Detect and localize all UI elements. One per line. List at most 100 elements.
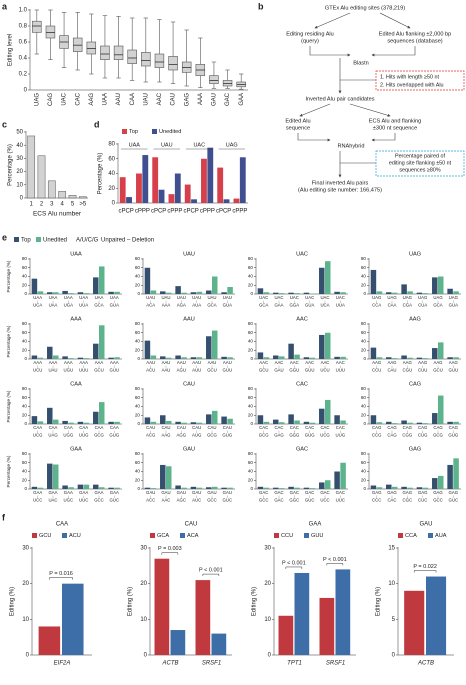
x-tick-label: TPT1 xyxy=(287,661,302,667)
legend-label: CCA xyxy=(405,533,417,539)
box xyxy=(113,45,124,60)
partner-label: GGG xyxy=(289,433,300,438)
partner-label: GAU xyxy=(274,368,283,373)
legend-label: ACU xyxy=(69,533,81,539)
x-tick-label: GAU xyxy=(223,490,232,495)
bar xyxy=(340,292,346,294)
panel-label: a xyxy=(2,1,8,11)
y-tick-label: 20 xyxy=(248,477,254,482)
partner-label: GUG xyxy=(305,433,315,438)
box xyxy=(100,45,110,60)
filter-text: sequences ≥80% xyxy=(399,167,441,173)
y-axis-label: Percentage (%) xyxy=(98,153,104,195)
p-bracket xyxy=(285,566,303,569)
node: ±300 nt sequence xyxy=(373,125,417,131)
y-tick-label: 40 xyxy=(16,143,23,149)
x-tick-label: AAG xyxy=(433,360,443,365)
x-tick-label: CAC xyxy=(320,425,329,430)
y-tick-label: 1.0 xyxy=(19,8,28,14)
partner-label: ACA xyxy=(146,303,155,308)
x-tick-label: UAG xyxy=(387,295,397,300)
bar xyxy=(263,421,270,424)
x-tick-label: ACTB xyxy=(417,661,434,667)
y-tick-label: 20 xyxy=(248,347,254,352)
bar xyxy=(136,173,142,203)
bar xyxy=(206,290,212,294)
partner-label: AGA xyxy=(177,303,186,308)
bar xyxy=(58,191,67,199)
p-value: P = 0.022 xyxy=(413,564,437,570)
y-tick-label: 0 xyxy=(24,486,27,491)
x-tick-label: UAU xyxy=(143,93,149,106)
y-tick-label: 0 xyxy=(250,291,253,296)
x-tick-label: AAG xyxy=(449,360,459,365)
bar xyxy=(273,355,279,359)
bar xyxy=(438,475,444,489)
bar xyxy=(334,291,340,294)
partner-label: GUG xyxy=(222,433,232,438)
bar xyxy=(62,583,84,655)
x-tick-label: cPCP xyxy=(183,209,198,215)
chart-title: AAC xyxy=(296,316,308,322)
x-tick-label: CAA xyxy=(33,425,42,430)
x-tick-label: GAU xyxy=(146,490,155,495)
x-tick-label: CAC xyxy=(336,425,345,430)
filter-text: 1. Hits with length ≥50 nt xyxy=(380,74,439,80)
chart-title: AAA xyxy=(70,316,81,322)
bar xyxy=(279,293,285,294)
y-axis-label: Percentage (%) xyxy=(6,390,11,422)
bar xyxy=(370,485,377,489)
arrow xyxy=(299,103,331,117)
legend-label: Top xyxy=(129,129,138,135)
partner-label: UUC xyxy=(336,498,345,503)
box xyxy=(127,49,137,64)
x-tick-label: GAG xyxy=(372,490,382,495)
bar xyxy=(206,487,212,489)
bar xyxy=(99,487,105,489)
bar xyxy=(294,354,300,359)
legend-highlight: A/U/C/G xyxy=(76,237,99,243)
y-tick-label: 80 xyxy=(361,256,367,261)
x-tick-label: CAU xyxy=(223,425,232,430)
x-tick-label: CAA xyxy=(79,425,88,430)
bar xyxy=(144,417,151,424)
bar xyxy=(438,395,444,424)
y-tick-label: 40 xyxy=(22,404,28,409)
bar xyxy=(416,292,423,294)
x-tick-label: GAC xyxy=(336,490,345,495)
x-tick-label: AAC xyxy=(157,92,163,105)
legend-swatch xyxy=(274,533,279,538)
group-label: UAC xyxy=(193,142,205,148)
bar xyxy=(212,410,218,424)
partner-label: GAG xyxy=(274,433,284,438)
bar xyxy=(47,463,53,489)
chart-title: CAA xyxy=(56,522,68,528)
partner-label: GCG xyxy=(207,433,217,438)
bar xyxy=(144,487,151,489)
partner-label: CAU xyxy=(387,368,396,373)
y-tick-label: 40 xyxy=(135,469,141,474)
partner-label: CAA xyxy=(388,303,397,308)
x-tick-label: CAA xyxy=(49,425,58,430)
y-tick-label: 80 xyxy=(248,386,254,391)
x-tick-label: GAA xyxy=(79,490,88,495)
y-tick-label: 60 xyxy=(361,330,367,335)
x-tick-label: UAG xyxy=(372,295,382,300)
x-tick-label: ACTB xyxy=(161,661,178,667)
filter-box xyxy=(375,70,465,91)
filter-text: editing site flanking ±50 nt xyxy=(389,160,452,166)
bar xyxy=(288,343,294,359)
bar xyxy=(294,293,300,294)
bar xyxy=(108,487,114,489)
y-tick-label: 0 xyxy=(20,196,24,202)
bar xyxy=(99,325,105,359)
y-tick-label: 80 xyxy=(135,386,141,391)
x-tick-label: CAG xyxy=(418,425,428,430)
bar xyxy=(294,572,310,655)
bar xyxy=(68,422,74,424)
partner-label: UUA xyxy=(336,303,345,308)
y-axis-label: Editing level xyxy=(8,34,14,66)
bar xyxy=(168,194,175,203)
y-tick-label: 20 xyxy=(361,347,367,352)
bar xyxy=(233,198,240,203)
